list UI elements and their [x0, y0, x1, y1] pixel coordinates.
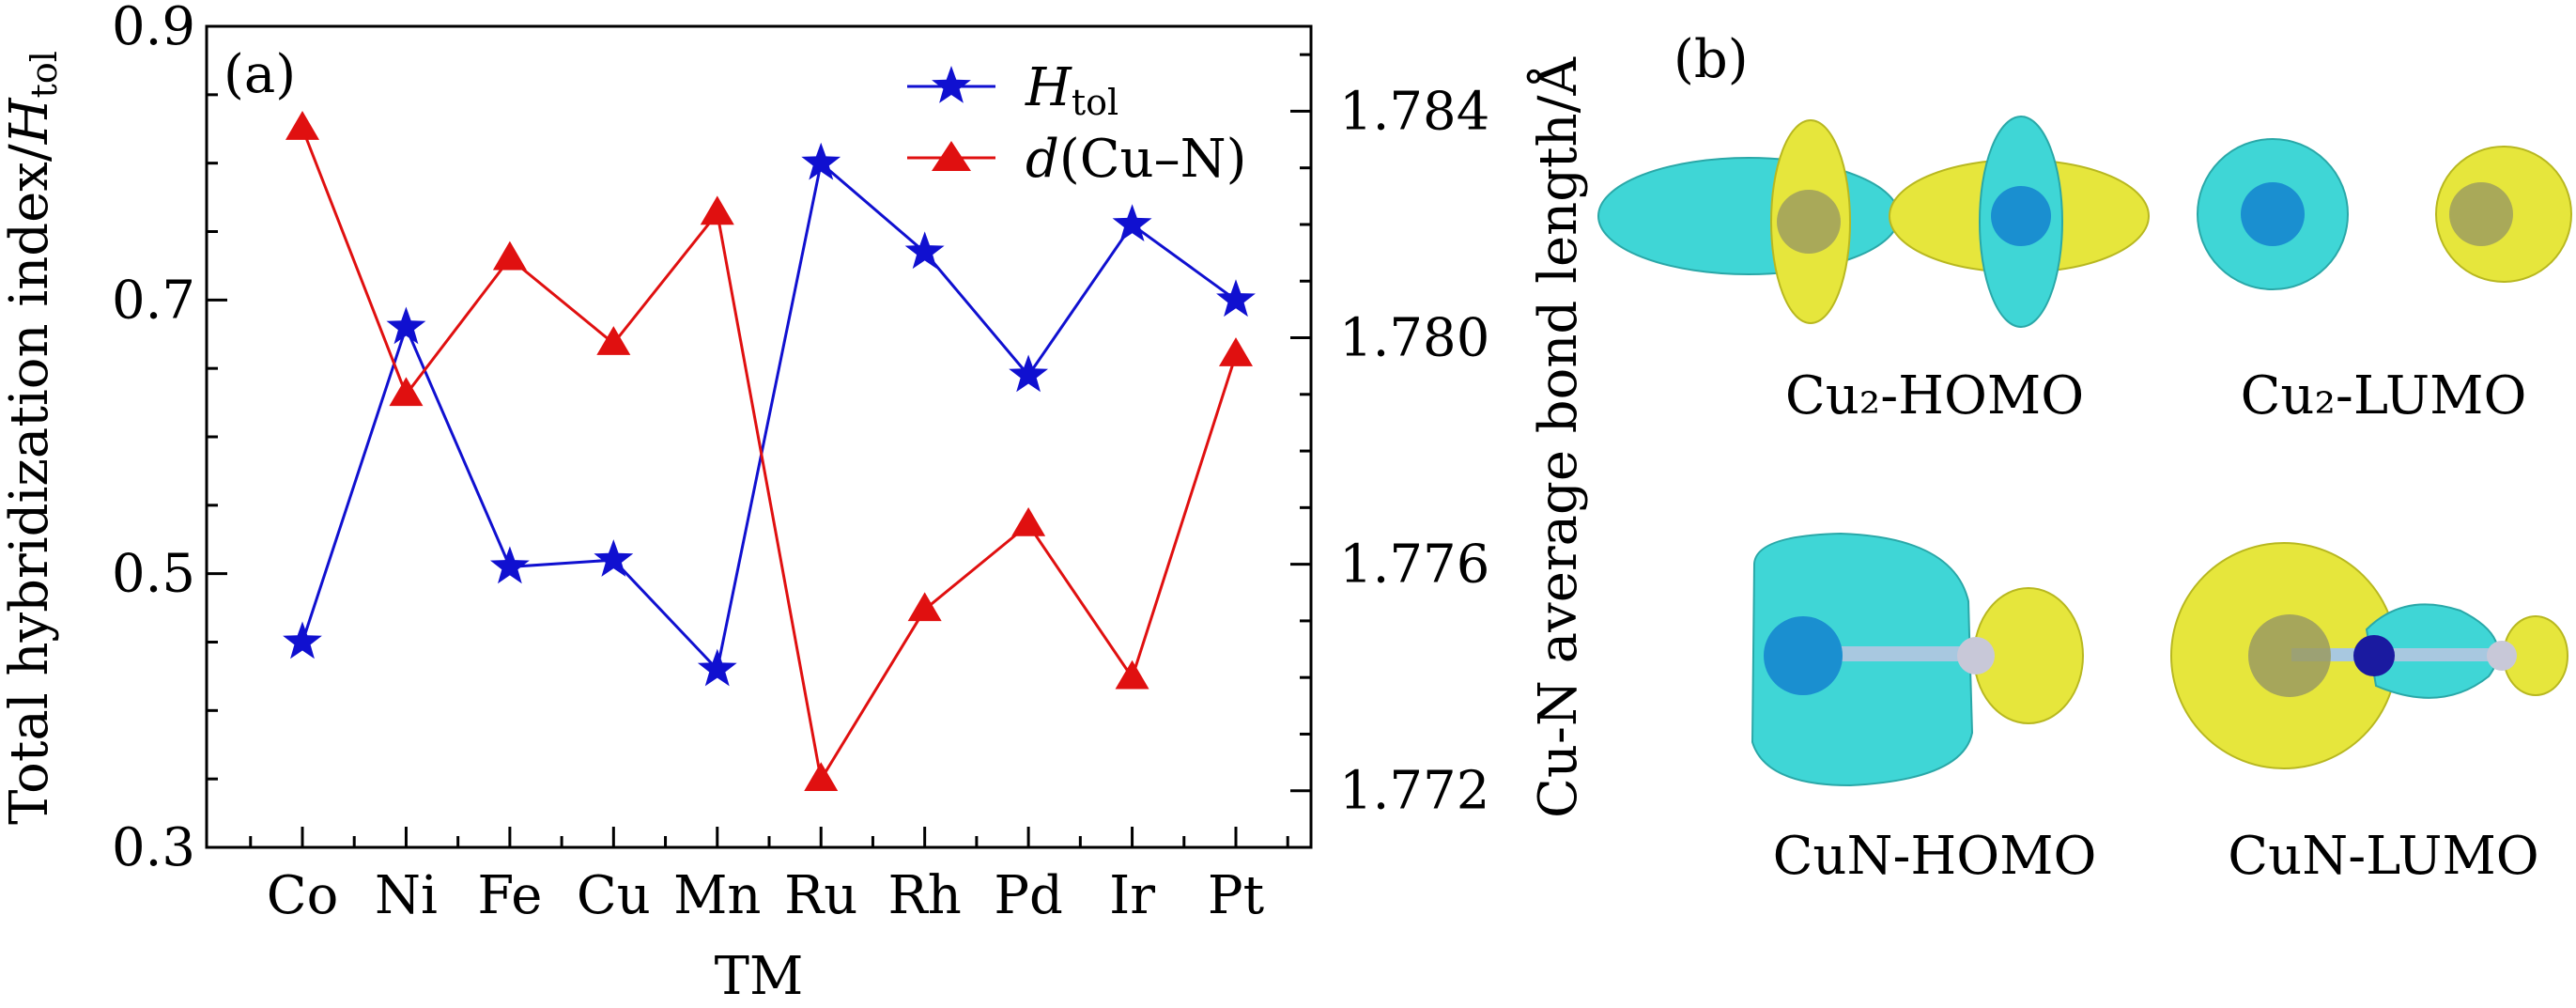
- right-axis-title: Cu-N average bond length/Å: [1526, 57, 1589, 818]
- data-point-star: [801, 142, 841, 180]
- atom-icon: [2353, 635, 2395, 676]
- orbital-label: CuN-LUMO: [2228, 826, 2538, 887]
- data-point-star: [904, 231, 945, 270]
- x-tick-label: Ru: [784, 865, 857, 926]
- series-lines: [301, 127, 1238, 783]
- data-point-triangle: [1219, 337, 1253, 366]
- series-line-0: [301, 160, 1237, 673]
- legend-entry-h: Htol: [1025, 57, 1118, 123]
- orbital-label: CuN-HOMO: [1773, 826, 2097, 887]
- legend-triangle-icon: [932, 141, 971, 171]
- x-axis-title: TM: [715, 946, 804, 1007]
- data-point-triangle: [907, 592, 942, 622]
- x-tick-label: Ni: [375, 865, 438, 926]
- legend: Htol d(Cu–N): [907, 57, 1246, 190]
- left-tick-label: 0.7: [112, 270, 195, 331]
- atom-icon: [1764, 616, 1843, 695]
- data-point-star: [594, 539, 634, 577]
- series-markers: [283, 111, 1256, 791]
- data-point-triangle: [1115, 659, 1149, 690]
- x-tick-label: Cu: [577, 865, 651, 926]
- atom-icon: [1957, 637, 1995, 675]
- left-tick-label: 0.5: [112, 544, 195, 605]
- data-point-star: [283, 621, 322, 659]
- data-point-star: [1112, 204, 1152, 241]
- orbital-cu2-lumo: Cu₂-LUMO: [2197, 138, 2572, 426]
- atom-icon: [1777, 190, 1841, 254]
- x-axis-ticks: Co Ni Fe Cu Mn Ru Rh Pd Ir Pt: [249, 827, 1289, 926]
- left-axis-ticks: 0.3 0.5 0.7 0.9: [112, 0, 227, 878]
- data-point-triangle: [285, 111, 319, 140]
- x-tick-label: Pd: [994, 865, 1063, 926]
- panel-label-b: (b): [1674, 29, 1749, 90]
- lobe-cyan-icon: [1597, 157, 1900, 275]
- left-tick-label: 0.3: [112, 817, 195, 878]
- chart-panel-a: Co Ni Fe Cu Mn Ru Rh Pd Ir Pt 0.30.50.70.9 1.7721…: [0, 0, 1589, 1007]
- panel-label-a: (a): [224, 44, 296, 105]
- data-point-triangle: [804, 762, 839, 791]
- right-tick-label: 1.784: [1339, 81, 1489, 142]
- x-tick-label: Mn: [673, 865, 761, 926]
- data-point-triangle: [596, 326, 631, 355]
- atom-icon: [2449, 182, 2513, 246]
- bond-icon: [1803, 646, 1991, 661]
- data-point-star: [1216, 279, 1256, 318]
- data-point-star: [697, 648, 737, 687]
- atom-icon: [2248, 614, 2331, 697]
- data-point-star: [386, 306, 426, 345]
- orbital-label: Cu₂-LUMO: [2241, 365, 2527, 426]
- right-axis-ticks: 1.772 1.776 1.780 1.784: [1290, 53, 1489, 849]
- x-tick-label: Ir: [1109, 865, 1155, 926]
- left-axis-title: Total hybridization index/Htol: [0, 51, 65, 825]
- legend-entry-d: d(Cu–N): [1026, 129, 1246, 190]
- data-point-triangle: [389, 377, 424, 407]
- series-line-1: [301, 127, 1238, 783]
- right-tick-label: 1.780: [1339, 308, 1489, 369]
- x-tick-label: Pt: [1208, 865, 1265, 926]
- x-tick-label: Fe: [477, 865, 542, 926]
- orbital-cun-homo: CuN-HOMO: [1751, 532, 2097, 887]
- atom-icon: [2241, 182, 2305, 246]
- data-point-triangle: [700, 195, 734, 225]
- atom-icon: [1991, 186, 2051, 246]
- right-tick-label: 1.776: [1339, 535, 1489, 596]
- legend-star-icon: [932, 66, 971, 103]
- x-tick-label: Rh: [888, 865, 962, 926]
- x-tick-label: Co: [267, 865, 339, 926]
- data-point-triangle: [492, 240, 527, 271]
- orbital-cun-lumo: CuN-LUMO: [2170, 542, 2568, 887]
- orbital-label: Cu₂-HOMO: [1785, 365, 2084, 426]
- data-point-star: [490, 546, 530, 584]
- bond-icon: [2291, 648, 2507, 661]
- orbital-cu2-homo: Cu₂-HOMO: [1597, 116, 2150, 426]
- right-tick-label: 1.772: [1339, 761, 1489, 822]
- left-tick-label: 0.9: [112, 0, 195, 57]
- data-point-triangle: [1011, 506, 1046, 536]
- chart-panel-b: (b) Cu₂-HOMO Cu₂-LUMO CuN-HOMO: [1597, 29, 2572, 887]
- atom-icon: [2487, 641, 2517, 671]
- data-point-star: [1009, 354, 1048, 393]
